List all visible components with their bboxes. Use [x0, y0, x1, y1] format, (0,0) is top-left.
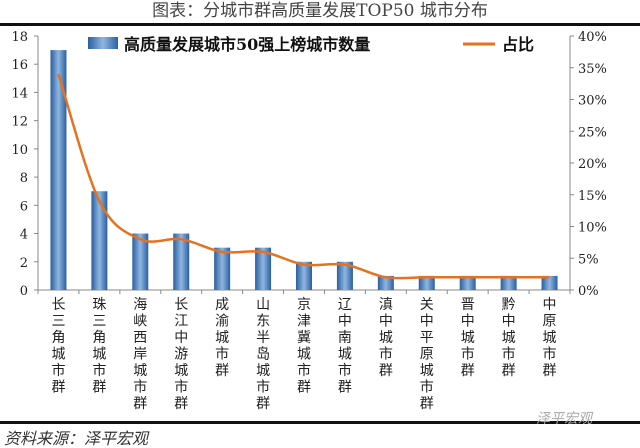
share-line — [57, 73, 550, 280]
right-tick-label: 15% — [578, 189, 607, 204]
category-label: 中原城市群 — [543, 297, 557, 379]
chart-title: 图表：分城市群高质量发展TOP50 城市分布 — [152, 1, 488, 21]
right-tick-label: 10% — [578, 221, 607, 236]
bar — [541, 275, 558, 290]
category-label: 长三角城市群 — [51, 297, 65, 396]
category-label: 晋中城市群 — [461, 297, 475, 379]
left-tick-label: 16 — [11, 58, 28, 73]
bar — [50, 50, 67, 290]
legend-bar-label: 高质量发展城市50强上榜城市数量 — [124, 35, 370, 54]
bar — [377, 275, 394, 290]
left-tick-label: 0 — [20, 284, 28, 299]
left-tick-label: 14 — [11, 86, 28, 101]
bar — [132, 233, 149, 290]
bar — [255, 247, 272, 290]
category-label: 长江中游城市群 — [174, 297, 188, 412]
category-label: 关中平原城市群 — [420, 297, 434, 412]
bottom-rule — [0, 421, 640, 424]
right-tick-label: 40% — [578, 30, 607, 45]
category-label: 辽中南城市群 — [338, 297, 352, 396]
bar — [173, 233, 190, 290]
right-tick-label: 20% — [578, 157, 607, 172]
left-tick-label: 18 — [11, 30, 28, 45]
source-note: 资料来源：泽平宏观 — [4, 429, 149, 448]
left-tick-label: 6 — [20, 199, 28, 214]
bar — [91, 191, 108, 290]
left-tick-label: 2 — [20, 256, 28, 271]
bar — [296, 261, 312, 290]
category-label: 海峡西岸城市群 — [133, 297, 147, 412]
category-label: 成渝城市群 — [215, 297, 229, 379]
category-label: 京津冀城市群 — [297, 297, 311, 396]
right-tick-label: 0% — [578, 284, 599, 299]
category-label: 滇中城市群 — [379, 297, 393, 379]
bar — [418, 275, 435, 290]
left-tick-label: 12 — [11, 115, 28, 130]
bar — [459, 275, 476, 290]
watermark: 泽平宏观 — [536, 411, 592, 427]
bar — [500, 275, 517, 290]
legend-line-label: 占比 — [502, 35, 534, 54]
right-tick-label: 30% — [578, 94, 607, 109]
right-tick-label: 5% — [578, 252, 599, 267]
top-rule — [0, 23, 640, 26]
right-tick-label: 35% — [578, 62, 607, 77]
right-tick-label: 25% — [578, 125, 607, 140]
category-label: 黔中城市群 — [502, 297, 516, 379]
bar — [214, 247, 231, 290]
bar — [336, 261, 353, 290]
left-tick-label: 4 — [20, 228, 28, 243]
left-tick-label: 8 — [20, 171, 28, 186]
category-label: 珠三角城市群 — [92, 297, 106, 396]
legend-bar-swatch — [88, 37, 118, 49]
left-tick-label: 10 — [11, 143, 28, 158]
category-label: 山东半岛城市群 — [256, 297, 270, 412]
